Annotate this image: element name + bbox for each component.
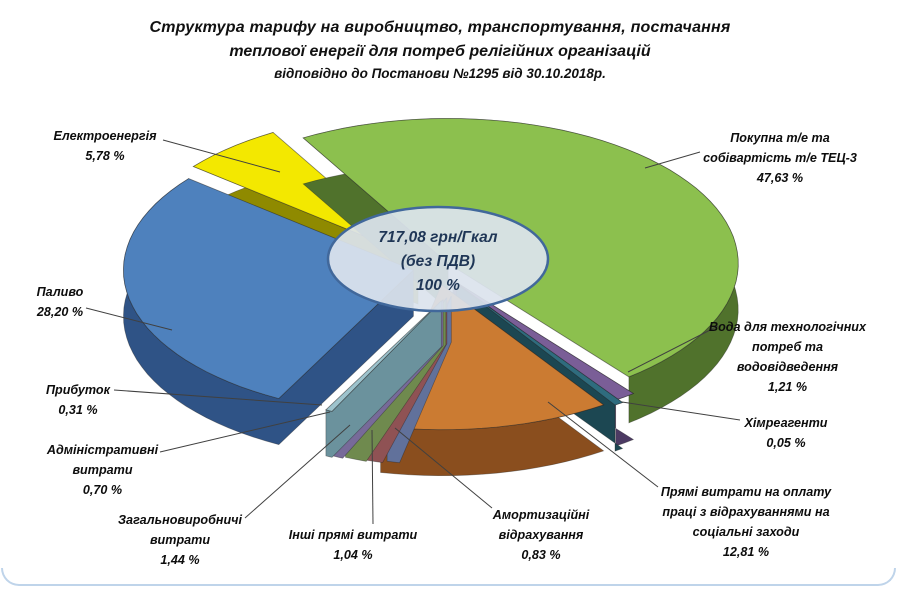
chart-title-line-3: відповідно до Постанови №1295 від 30.10.… xyxy=(274,66,606,81)
leader-line-priami-oplata xyxy=(547,401,659,488)
slice-label-text: витрати xyxy=(149,533,211,547)
slice-label-text: Хімреагенти xyxy=(744,416,828,430)
slice-percent: 1,44 % xyxy=(160,553,200,567)
leader-line-pokupna xyxy=(644,151,701,169)
pie-slice-prybutok[interactable] xyxy=(325,300,442,412)
slice-label-text: Паливо xyxy=(36,285,84,299)
pie-slice-palyvo[interactable] xyxy=(123,178,415,400)
slice-label-text: відрахування xyxy=(498,528,584,542)
slice-label-text: водовідведення xyxy=(736,360,839,374)
slice-percent: 0,70 % xyxy=(82,483,123,497)
slice-label-text: праці з відрахуваннями на xyxy=(662,505,830,519)
slice-label-text: Адміністративні xyxy=(46,443,159,457)
slice-percent: 28,20 % xyxy=(36,305,84,319)
slice-label-text: Прибуток xyxy=(45,383,111,397)
pie-slice-khimreahenty[interactable] xyxy=(456,283,624,406)
slice-label-elektroenerhiia: Електроенергія 5,78 % xyxy=(25,126,185,166)
slice-label-text: Інші прямі витрати xyxy=(288,528,418,542)
center-ellipse xyxy=(326,205,550,313)
leader-line-prybutok xyxy=(113,389,323,406)
slice-label-palyvo: Паливо 28,20 % xyxy=(8,282,112,322)
leader-line-khimreahenty xyxy=(621,401,741,421)
leader-line-palyvo xyxy=(85,307,173,331)
slice-label-prybutok: Прибуток 0,31 % xyxy=(20,380,136,420)
slice-label-text: Амортизаційні xyxy=(492,508,590,522)
leader-line-elektroenerhiia xyxy=(162,139,281,173)
leader-line-amortyzatsiini xyxy=(394,427,493,509)
slice-label-text: потреб та xyxy=(752,340,823,354)
slice-label-text: собівартість т/е ТЕЦ-3 xyxy=(703,151,857,165)
chart-title: Структура тарифу на виробництво, транспо… xyxy=(60,16,820,84)
slice-label-khimreahenty: Хімреагенти 0,05 % xyxy=(700,413,872,453)
slice-label-text: витрати xyxy=(72,463,133,477)
slice-percent: 1,04 % xyxy=(333,548,373,562)
slice-label-text: Покупна т/е та xyxy=(730,131,830,145)
bottom-border xyxy=(1,568,896,586)
slice-label-inshi-priami: Інші прямі витрати 1,04 % xyxy=(272,525,434,565)
chart-title-line-2: теплової енергії для потреб релігійних о… xyxy=(229,43,651,60)
center-total-note: (без ПДВ) xyxy=(400,253,476,270)
slice-label-zahalnovyrobnychi: Загальновиробничі витрати 1,44 % xyxy=(97,510,263,570)
slice-label-voda: Вода для технологічних потреб та водовідве… xyxy=(690,317,885,397)
slice-percent: 47,63 % xyxy=(756,171,804,185)
slice-percent: 1,21 % xyxy=(767,380,808,394)
slice-percent: 0,83 % xyxy=(521,548,561,562)
slice-label-priami-oplata: Прямі витрати на оплату праці з відрахува… xyxy=(640,482,852,562)
center-total-label: 717,08 грн/Гкал (без ПДВ) 100 % xyxy=(330,226,546,298)
leader-line-voda xyxy=(627,325,719,373)
slice-percent: 0,05 % xyxy=(766,436,806,450)
slice-label-text: Прямі витрати на оплату xyxy=(660,485,832,499)
leader-line-inshi-priami xyxy=(371,429,374,525)
slice-label-text: Електроенергія xyxy=(53,129,157,143)
slice-percent: 5,78 % xyxy=(85,149,125,163)
slice-label-amortyzatsiini: Амортизаційні відрахування 0,83 % xyxy=(462,505,620,565)
leader-line-zahalnovyrobnychi xyxy=(244,424,351,519)
slice-percent: 0,31 % xyxy=(58,403,98,417)
slice-percent: 12,81 % xyxy=(722,545,770,559)
slice-label-text: Вода для технологічних xyxy=(708,320,866,334)
center-total-value: 717,08 грн/Гкал xyxy=(378,229,498,246)
slice-label-pokupna: Покупна т/е та собівартість т/е ТЕЦ-3 47,6… xyxy=(680,128,880,188)
slice-label-text: соціальні заходи xyxy=(692,525,800,539)
chart-title-line-1: Структура тарифу на виробництво, транспо… xyxy=(149,19,731,36)
slice-label-administratyvni: Адміністративні витрати 0,70 % xyxy=(25,440,180,500)
slice-label-text: Загальновиробничі xyxy=(117,513,243,527)
center-total-percent: 100 % xyxy=(416,277,460,294)
leader-line-administratyvni xyxy=(159,411,331,453)
